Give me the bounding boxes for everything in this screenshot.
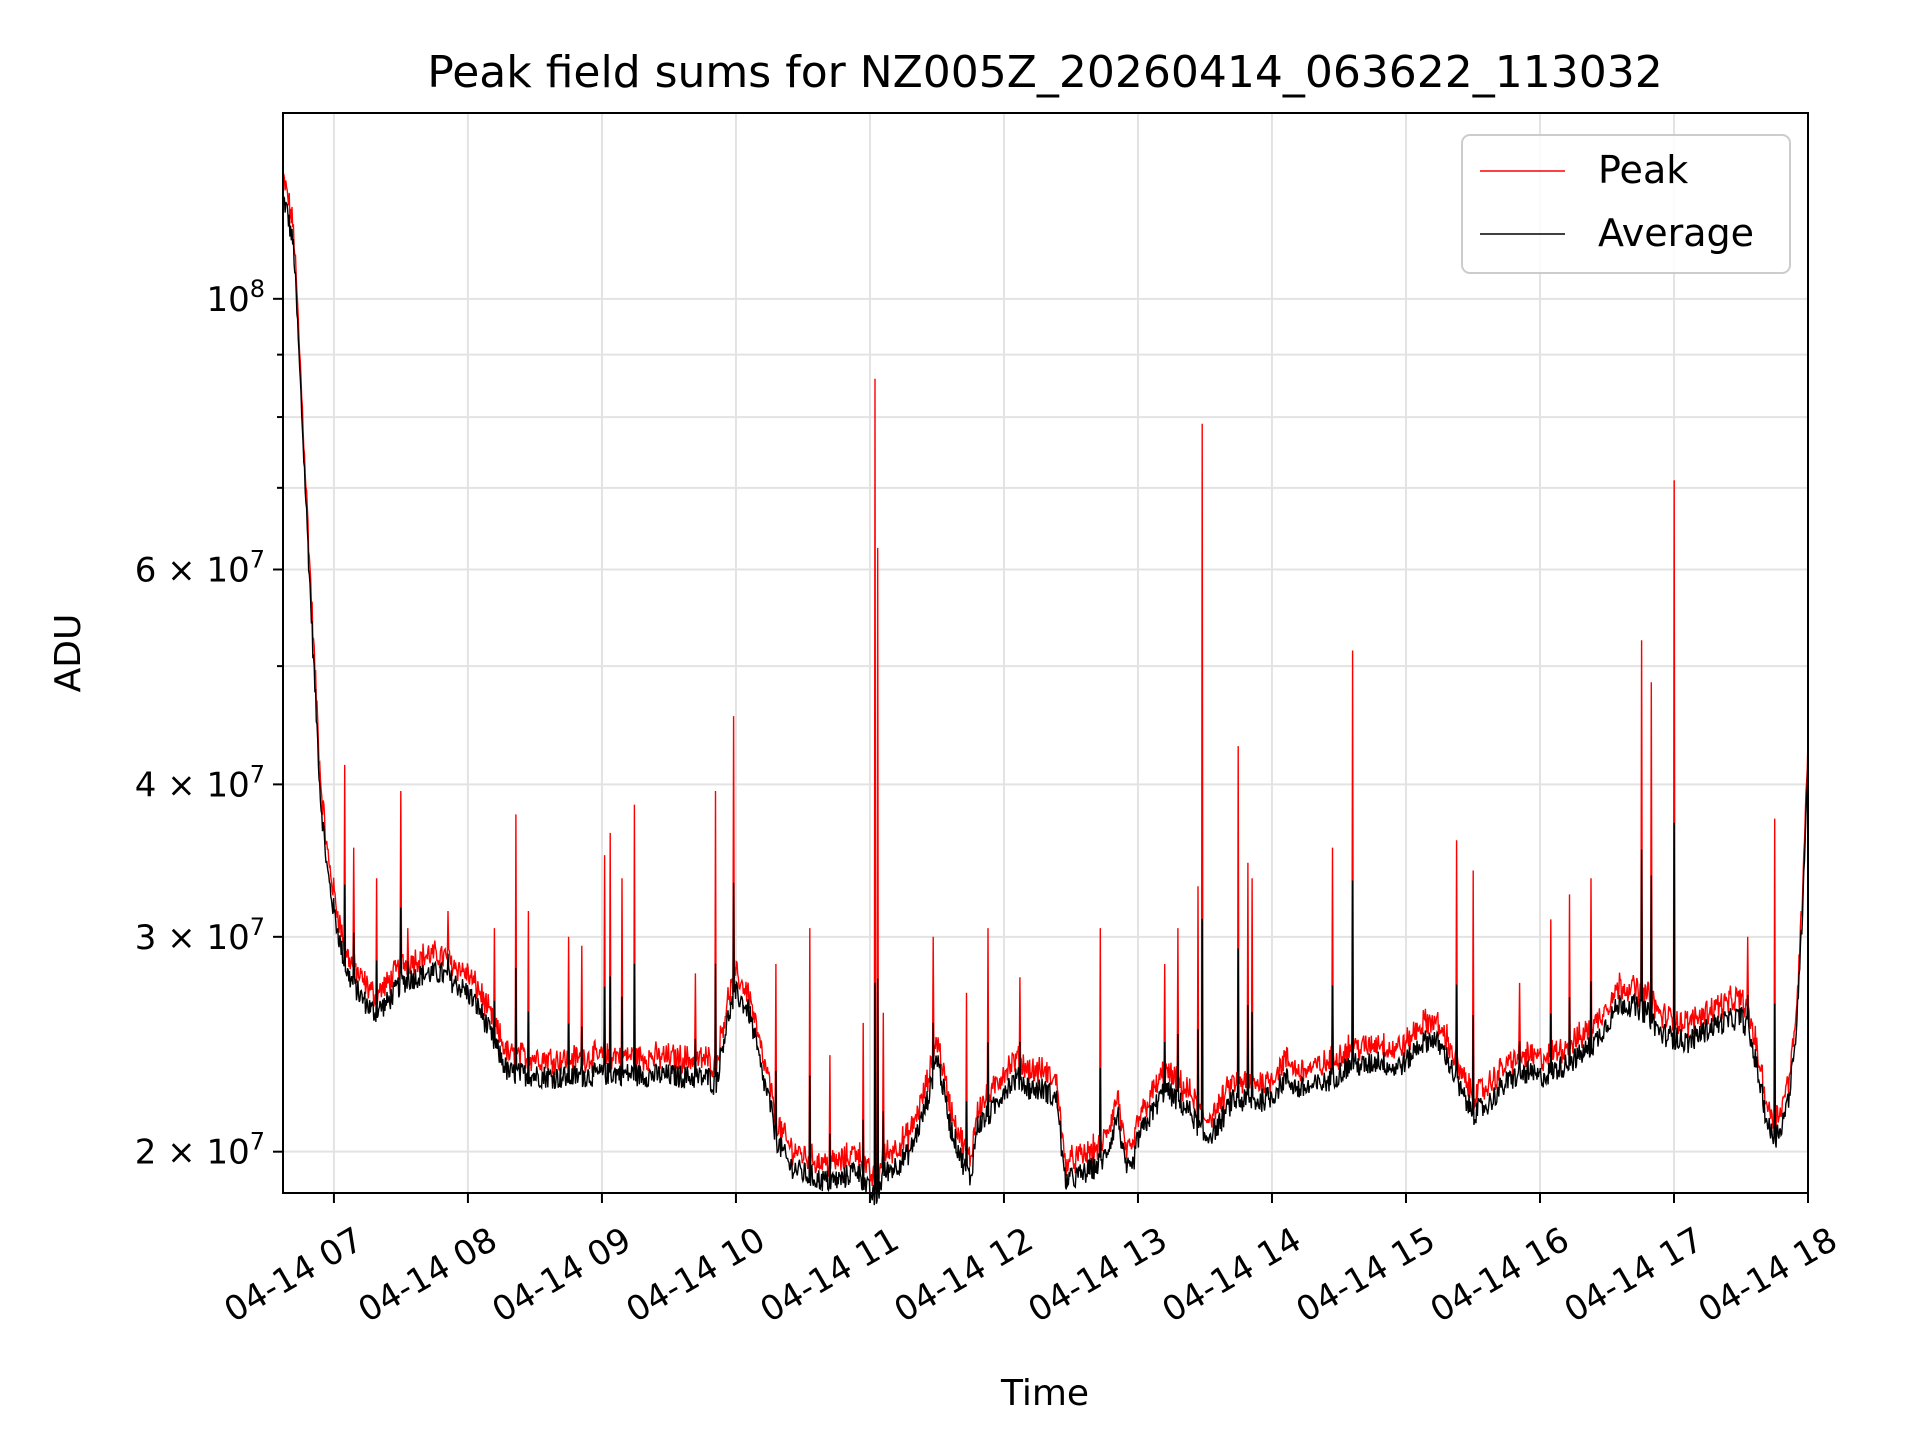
x-tick-label: 04-14 07 bbox=[218, 1220, 370, 1331]
x-tick-label: 04-14 09 bbox=[486, 1220, 638, 1331]
x-tick-label: 04-14 12 bbox=[888, 1220, 1040, 1331]
plot-frame bbox=[282, 112, 1809, 1194]
legend-box bbox=[1461, 134, 1791, 274]
peak-series-line bbox=[282, 173, 1809, 1188]
x-axis-label: Time bbox=[1000, 1373, 1089, 1414]
x-tick-label: 04-14 11 bbox=[754, 1220, 906, 1331]
x-tick-label: 04-14 14 bbox=[1156, 1220, 1308, 1331]
x-tick-label: 04-14 08 bbox=[352, 1220, 504, 1331]
chart-title: Peak field sums for NZ005Z_20260414_0636… bbox=[427, 47, 1663, 98]
x-tick-label: 04-14 10 bbox=[620, 1220, 772, 1331]
x-tick-label: 04-14 18 bbox=[1692, 1220, 1844, 1331]
y-axis-label: ADU bbox=[48, 614, 89, 693]
y-tick-label: 2 × 107 bbox=[135, 1128, 265, 1173]
legend: Peak Average bbox=[1461, 134, 1791, 274]
legend-average-label: Average bbox=[1598, 211, 1754, 255]
y-tick-label: 6 × 107 bbox=[135, 546, 265, 591]
y-tick-label: 108 bbox=[206, 275, 265, 320]
y-tick-label: 3 × 107 bbox=[135, 913, 265, 958]
plot-series bbox=[282, 173, 1809, 1206]
y-tick-label: 4 × 107 bbox=[135, 760, 265, 805]
x-tick-label: 04-14 16 bbox=[1424, 1220, 1576, 1331]
x-tick-label: 04-14 15 bbox=[1290, 1220, 1442, 1331]
x-tick-label: 04-14 13 bbox=[1022, 1220, 1174, 1331]
legend-peak-label: Peak bbox=[1598, 148, 1688, 192]
x-tick-label: 04-14 17 bbox=[1558, 1220, 1710, 1331]
average-series-line bbox=[282, 193, 1809, 1206]
